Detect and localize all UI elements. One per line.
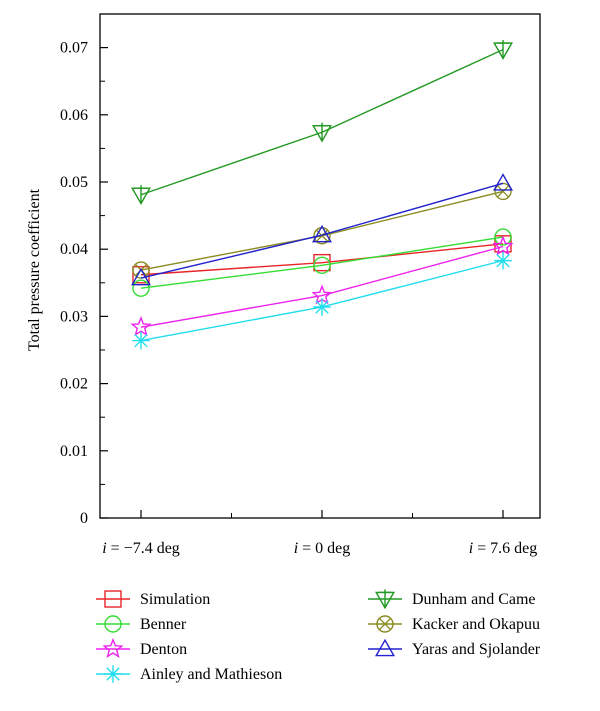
legend-label: Ainley and Mathieson	[140, 666, 282, 683]
y-tick-label: 0.07	[60, 40, 88, 57]
x-tick-label: i = 0 deg	[294, 540, 351, 557]
plot-frame	[99, 13, 541, 519]
series-ainley-and-mathieson	[132, 251, 512, 350]
y-tick-label: 0.02	[60, 376, 88, 393]
data-point	[313, 298, 331, 316]
legend-item: Yaras and Sjolander	[368, 638, 541, 658]
legend-marker	[102, 637, 124, 658]
series-line	[140, 243, 504, 276]
legend-item: Benner	[96, 615, 187, 633]
legend-item: Denton	[96, 637, 187, 658]
legend-item: Ainley and Mathieson	[96, 665, 282, 683]
series-yaras-and-sjolander	[130, 173, 514, 286]
legend-label: Simulation	[140, 591, 210, 608]
legend-label: Yaras and Sjolander	[412, 641, 541, 658]
legend-label: Dunham and Came	[412, 591, 536, 608]
data-point	[132, 279, 150, 297]
series-layer	[130, 40, 514, 350]
y-tick-label: 0	[80, 510, 88, 527]
legend-label: Kacker and Okapuu	[412, 616, 540, 633]
legend-marker	[376, 615, 394, 633]
legend-marker	[374, 589, 396, 610]
data-point	[492, 40, 514, 60]
data-point	[130, 185, 152, 205]
y-tick-label: 0.01	[60, 443, 88, 460]
data-point	[494, 182, 512, 201]
series-benner	[132, 228, 512, 297]
legend-item: Simulation	[96, 590, 210, 608]
y-tick-label: 0.04	[60, 241, 88, 258]
data-point	[313, 256, 331, 275]
series-line	[140, 245, 504, 328]
y-tick-label: 0.06	[60, 107, 88, 124]
y-tick-label: 0.03	[60, 308, 88, 325]
y-axis-label: Total pressure coefficient	[26, 188, 43, 351]
legend-label: Benner	[140, 616, 187, 633]
x-tick-label: i = −7.4 deg	[102, 540, 180, 557]
series-denton	[130, 235, 514, 337]
series-line	[140, 236, 504, 289]
data-point	[311, 224, 333, 243]
series-line	[140, 182, 504, 279]
data-point	[494, 251, 512, 270]
legend-item: Dunham and Came	[368, 589, 536, 610]
y-tick-label: 0.05	[60, 174, 88, 191]
legend-marker	[104, 665, 122, 683]
series-line	[140, 48, 504, 196]
data-point	[492, 173, 514, 191]
legend-marker	[104, 615, 122, 633]
data-point	[311, 122, 333, 143]
data-point	[132, 266, 150, 284]
legend: Simulation Benner Denton Ainley and Mathies…	[96, 589, 541, 683]
legend-item: Kacker and Okapuu	[368, 615, 540, 633]
legend-marker	[374, 638, 396, 657]
data-point	[130, 267, 152, 286]
axes: 0 0.01 0.02 0.03 0.04 0.05 0.06 0.07 i = −7.4 de…	[60, 13, 541, 557]
data-point	[492, 235, 514, 256]
data-point	[494, 228, 512, 246]
legend-marker	[104, 590, 122, 608]
series-line	[140, 190, 504, 271]
legend-label: Denton	[140, 641, 187, 658]
data-point	[130, 316, 152, 337]
data-point	[132, 331, 150, 350]
series-dunham-and-came	[130, 40, 514, 205]
x-tick-label: i = 7.6 deg	[469, 540, 538, 557]
